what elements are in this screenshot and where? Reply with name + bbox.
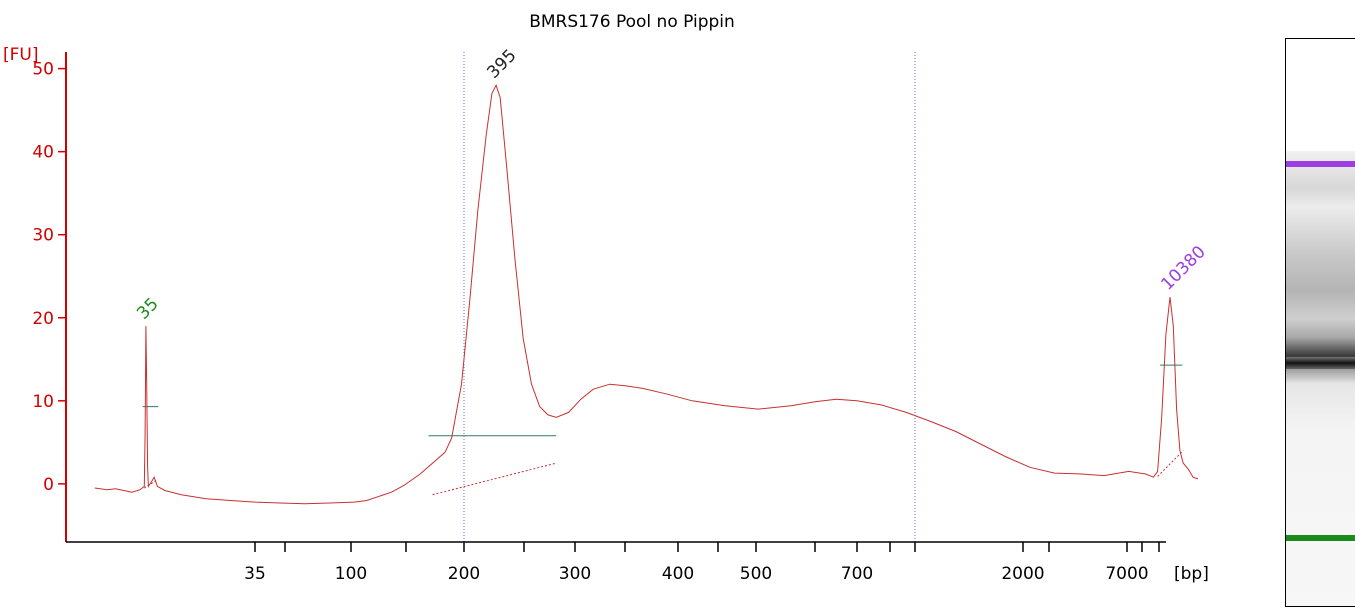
peak-labels: 35 395 10380 [133, 46, 1209, 324]
y-axis-label: [FU] [3, 45, 39, 65]
x-tick-label-100: 100 [335, 564, 367, 584]
fluorescence-trace [94, 83, 1199, 505]
y-tick-label-0: 0 [43, 475, 54, 495]
peak-label-35: 35 [133, 294, 162, 323]
gridlines [463, 52, 916, 542]
y-tick-label-40: 40 [32, 143, 54, 163]
x-tick-label-700: 700 [841, 564, 873, 584]
peak-fits [142, 364, 1184, 496]
chart-title: BMRS176 Pool no Pippin [529, 12, 735, 32]
peak-label-10380: 10380 [1157, 242, 1209, 294]
gel-lane [1286, 151, 1355, 606]
peak-baseline-2 [1157, 450, 1184, 477]
y-tick-label-10: 10 [32, 392, 54, 412]
x-axis: 35 100 200 300 400 500 700 2000 7000 [66, 541, 1166, 584]
x-axis-label: [bp] [1174, 564, 1209, 584]
gel-image [1285, 38, 1355, 607]
y-tick-label-20: 20 [32, 309, 54, 329]
peak-label-395: 395 [483, 46, 520, 83]
electropherogram-chart: BMRS176 Pool no Pippin [FU] [bp] 0 10 20 30… [3, 12, 1210, 584]
main-sample-band [1286, 357, 1355, 369]
x-tick-label-500: 500 [740, 564, 772, 584]
x-tick-label-7000: 7000 [1105, 564, 1148, 584]
y-tick-label-50: 50 [32, 60, 54, 80]
x-tick-label-35: 35 [244, 564, 266, 584]
upper-marker-band [1286, 161, 1355, 167]
x-tick-label-300: 300 [559, 564, 591, 584]
x-tick-label-200: 200 [448, 564, 480, 584]
x-tick-label-400: 400 [662, 564, 694, 584]
lower-marker-band [1286, 535, 1355, 541]
peak-baseline-1 [432, 462, 557, 496]
x-tick-label-2000: 2000 [1001, 564, 1044, 584]
y-axis: 0 10 20 30 40 50 [32, 52, 67, 542]
y-tick-label-30: 30 [32, 226, 54, 246]
